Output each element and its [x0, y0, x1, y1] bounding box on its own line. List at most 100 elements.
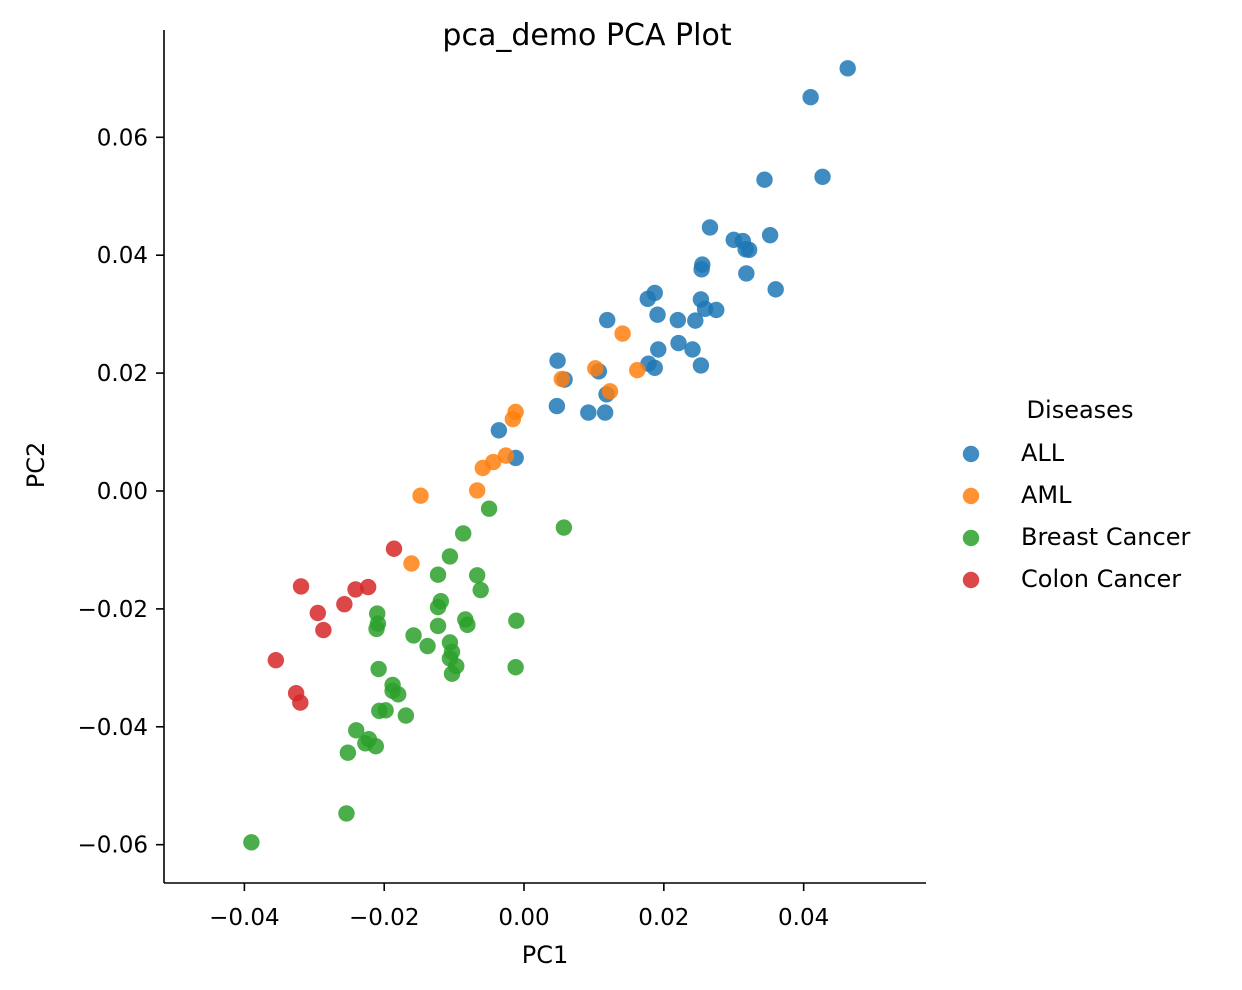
- point-all: [693, 261, 710, 278]
- point-colon-cancer: [309, 604, 326, 622]
- point-breast-cancer: [348, 722, 365, 739]
- point-breast-cancer: [455, 525, 472, 542]
- point-all: [596, 404, 614, 421]
- point-all: [687, 312, 704, 329]
- point-breast-cancer: [367, 738, 385, 755]
- point-all: [756, 171, 773, 188]
- y-tick-label: 0.02: [97, 361, 148, 387]
- y-tick-label: −0.06: [78, 833, 148, 859]
- point-all: [669, 311, 687, 329]
- point-breast-cancer: [555, 519, 573, 536]
- point-breast-cancer: [508, 612, 525, 629]
- point-all: [639, 290, 656, 308]
- x-tick-label: 0.04: [778, 905, 829, 931]
- y-tick-label: 0.06: [97, 125, 148, 151]
- point-breast-cancer: [370, 660, 387, 678]
- legend-label-colon-cancer: Colon Cancer: [1021, 565, 1181, 593]
- x-tick-label: 0.00: [498, 905, 549, 931]
- x-axis-ticks: −0.04 −0.02 0.00 0.02 0.04: [209, 883, 829, 931]
- point-breast-cancer: [472, 581, 489, 599]
- y-tick-label: 0.00: [97, 479, 148, 505]
- point-aml: [497, 447, 515, 464]
- point-all: [649, 306, 666, 323]
- x-axis-label: PC1: [522, 941, 569, 969]
- legend: Diseases ALL AML Breast Cancer Colon Cancer: [962, 396, 1190, 593]
- point-breast-cancer: [405, 627, 422, 644]
- point-breast-cancer: [429, 617, 447, 635]
- y-tick-label: 0.04: [97, 243, 148, 269]
- legend-marker-breast-cancer: [962, 529, 980, 547]
- point-aml: [629, 361, 646, 379]
- x-tick-label: 0.02: [638, 905, 689, 931]
- point-all: [802, 89, 819, 106]
- point-colon-cancer: [315, 621, 332, 639]
- legend-marker-colon-cancer: [962, 571, 980, 589]
- point-breast-cancer: [339, 744, 357, 761]
- point-all: [814, 168, 831, 185]
- y-axis-label: PC2: [22, 442, 50, 489]
- y-tick-label: −0.02: [78, 597, 148, 623]
- point-all: [650, 341, 667, 358]
- point-breast-cancer: [459, 616, 476, 634]
- point-all: [767, 281, 784, 298]
- point-colon-cancer: [267, 651, 285, 669]
- point-breast-cancer: [397, 707, 415, 724]
- point-all: [839, 60, 856, 77]
- point-all: [548, 397, 566, 415]
- point-colon-cancer: [292, 694, 309, 711]
- point-breast-cancer: [243, 834, 260, 851]
- point-breast-cancer: [468, 567, 486, 584]
- point-breast-cancer: [480, 500, 498, 517]
- point-aml: [474, 459, 491, 477]
- point-aml: [468, 482, 486, 499]
- point-breast-cancer: [443, 665, 461, 682]
- point-breast-cancer: [419, 637, 436, 655]
- point-aml: [553, 370, 570, 388]
- point-breast-cancer: [441, 548, 459, 565]
- point-colon-cancer: [347, 581, 364, 598]
- point-aml: [614, 325, 631, 342]
- point-all: [670, 334, 687, 352]
- point-breast-cancer: [371, 702, 388, 720]
- y-axis-ticks: −0.06 −0.04 −0.02 0.00 0.02 0.04 0.06: [78, 125, 164, 859]
- point-colon-cancer: [385, 540, 403, 557]
- point-breast-cancer: [389, 686, 407, 703]
- point-colon-cancer: [359, 578, 377, 596]
- chart-title: pca_demo PCA Plot: [442, 18, 731, 53]
- point-aml: [403, 555, 420, 572]
- point-all: [701, 219, 719, 236]
- point-all: [646, 359, 663, 376]
- point-all: [549, 352, 566, 369]
- x-tick-label: −0.02: [349, 905, 419, 931]
- point-all: [740, 241, 758, 259]
- x-tick-label: −0.04: [209, 905, 279, 931]
- point-all: [490, 422, 508, 439]
- point-all: [708, 301, 725, 319]
- point-breast-cancer: [507, 659, 524, 676]
- y-tick-label: −0.04: [78, 715, 148, 741]
- point-breast-cancer: [368, 620, 385, 638]
- legend-label-all: ALL: [1021, 439, 1065, 467]
- point-all: [761, 226, 779, 244]
- legend-label-breast-cancer: Breast Cancer: [1021, 523, 1190, 551]
- point-all: [692, 357, 710, 374]
- point-aml: [587, 360, 604, 377]
- point-all: [684, 341, 701, 358]
- point-breast-cancer: [429, 598, 447, 616]
- legend-marker-aml: [962, 487, 980, 505]
- point-colon-cancer: [336, 595, 353, 613]
- legend-title: Diseases: [1027, 396, 1134, 424]
- legend-label-aml: AML: [1021, 481, 1072, 509]
- point-all: [599, 311, 616, 329]
- point-breast-cancer: [338, 805, 355, 822]
- point-all: [580, 404, 597, 421]
- point-all: [738, 265, 755, 282]
- scatter-points: [243, 60, 856, 851]
- point-aml: [412, 487, 429, 504]
- point-aml: [601, 383, 619, 400]
- point-aml: [504, 410, 522, 428]
- legend-marker-all: [962, 445, 980, 463]
- point-breast-cancer: [429, 566, 447, 583]
- point-colon-cancer: [292, 578, 310, 595]
